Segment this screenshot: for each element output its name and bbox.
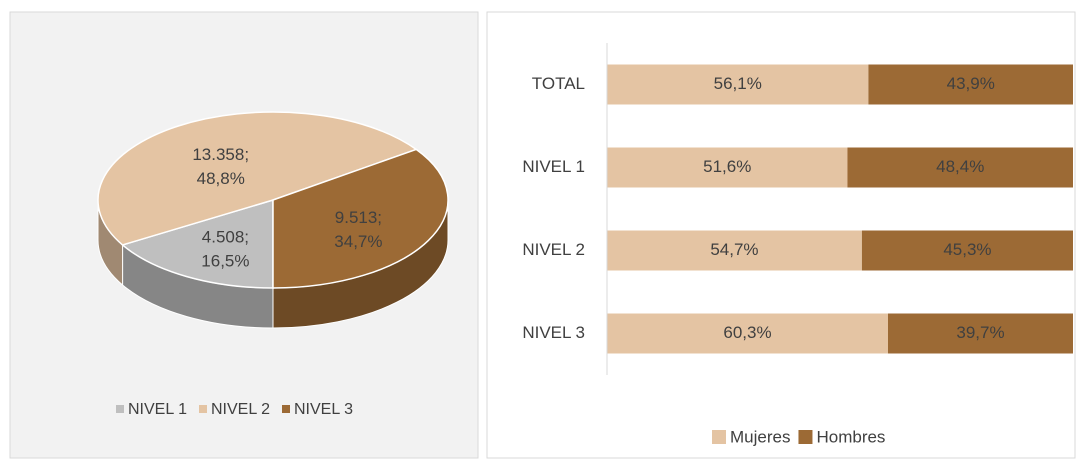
legend-label: Hombres — [816, 427, 885, 446]
pie-value-label: 9.513; — [335, 208, 382, 227]
legend-swatch — [798, 430, 813, 444]
bar-segment — [861, 230, 1073, 271]
legend-swatch — [116, 405, 124, 413]
legend-label: NIVEL 1 — [128, 401, 187, 418]
bar-segment — [868, 64, 1073, 105]
y-tick-label: NIVEL 1 — [522, 157, 585, 176]
pie-slice — [97, 111, 418, 246]
y-tick-label: NIVEL 2 — [522, 240, 585, 259]
legend-label: NIVEL 2 — [211, 401, 270, 418]
y-tick-label: TOTAL — [532, 74, 585, 93]
bar-label: 51,6% — [703, 157, 751, 176]
bar-label: 39,7% — [956, 323, 1004, 342]
bar-label: 48,4% — [936, 157, 984, 176]
legend-swatch — [199, 405, 207, 413]
bar-segment — [607, 64, 869, 105]
bar-segment — [607, 230, 862, 271]
pie-slice — [121, 198, 274, 289]
bar-label: 54,7% — [710, 240, 758, 259]
bar-label: 45,3% — [943, 240, 991, 259]
bar-label: 43,9% — [947, 74, 995, 93]
legend-label: Mujeres — [730, 427, 790, 446]
legend-swatch — [712, 430, 726, 444]
bar-label: 56,1% — [714, 74, 762, 93]
pie-value-label: 13.358; — [192, 145, 249, 164]
legend-label: NIVEL 3 — [294, 401, 353, 418]
y-tick-label: NIVEL 3 — [522, 323, 585, 342]
pie-percent-label: 16,5% — [201, 252, 249, 271]
pie-percent-label: 48,8% — [197, 169, 245, 188]
pie-slice — [272, 148, 449, 289]
pie-percent-label: 34,7% — [334, 232, 382, 251]
bar-segment — [847, 147, 1073, 188]
legend-swatch — [282, 405, 290, 413]
pie-value-label: 4.508; — [202, 228, 249, 247]
bar-segment — [607, 147, 848, 188]
bar-segment — [607, 313, 888, 354]
bar-label: 60,3% — [723, 323, 771, 342]
bar-segment — [887, 313, 1073, 354]
